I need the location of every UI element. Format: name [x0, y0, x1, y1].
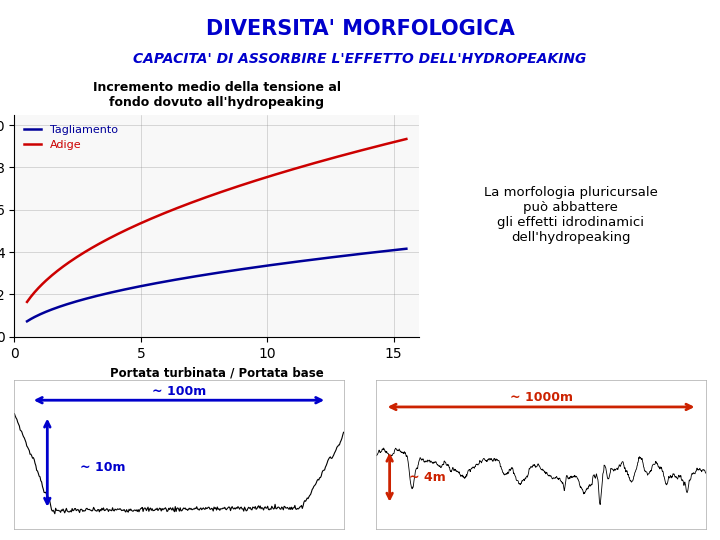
Tagliamento	[23, 318, 32, 325]
Adige	[94, 241, 102, 248]
Tagliamento	[124, 286, 132, 292]
Legend: Tagliamento, Adige: Tagliamento, Adige	[20, 120, 122, 154]
Line: Adige: Adige	[27, 139, 406, 302]
Tagliamento	[94, 293, 102, 299]
Tagliamento	[45, 307, 54, 313]
Text: ~ 4m: ~ 4m	[410, 471, 446, 484]
Text: ~ 10m: ~ 10m	[80, 461, 126, 474]
Title: Incremento medio della tensione al
fondo dovuto all'hydropeaking: Incremento medio della tensione al fondo…	[93, 81, 341, 109]
Adige	[369, 144, 378, 150]
Tagliamento	[369, 249, 378, 255]
Adige	[45, 274, 54, 280]
Text: DIVERSITA' MORFOLOGICA: DIVERSITA' MORFOLOGICA	[206, 19, 514, 39]
Adige	[38, 281, 47, 287]
Text: ~ 1000m: ~ 1000m	[510, 391, 572, 404]
Adige	[124, 226, 132, 232]
Tagliamento	[383, 248, 392, 254]
Tagliamento	[38, 310, 47, 316]
X-axis label: Portata turbinata / Portata base: Portata turbinata / Portata base	[110, 366, 323, 379]
Text: CAPACITA' DI ASSORBIRE L'EFFETTO DELL'HYDROPEAKING: CAPACITA' DI ASSORBIRE L'EFFETTO DELL'HY…	[133, 52, 587, 66]
Tagliamento	[402, 246, 410, 252]
Adige	[23, 299, 32, 305]
Text: La morfologia pluricursale
può abbattere
gli effetti idrodinamici
dell'hydropeak: La morfologia pluricursale può abbattere…	[484, 186, 657, 244]
Adige	[383, 140, 392, 147]
Line: Tagliamento: Tagliamento	[27, 249, 406, 321]
Adige	[402, 136, 410, 142]
Text: ~ 100m: ~ 100m	[152, 386, 206, 399]
